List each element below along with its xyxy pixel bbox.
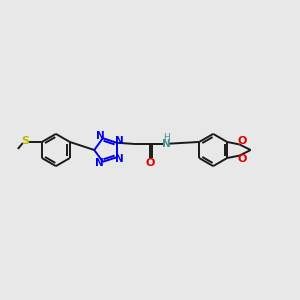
- Text: N: N: [96, 131, 105, 141]
- Text: O: O: [237, 136, 247, 146]
- Text: N: N: [95, 158, 104, 168]
- Text: H: H: [163, 133, 169, 142]
- Text: O: O: [146, 158, 155, 168]
- Text: N: N: [162, 139, 171, 149]
- Text: O: O: [237, 154, 247, 164]
- Text: N: N: [115, 154, 124, 164]
- Text: S: S: [21, 136, 29, 146]
- Text: N: N: [115, 136, 124, 146]
